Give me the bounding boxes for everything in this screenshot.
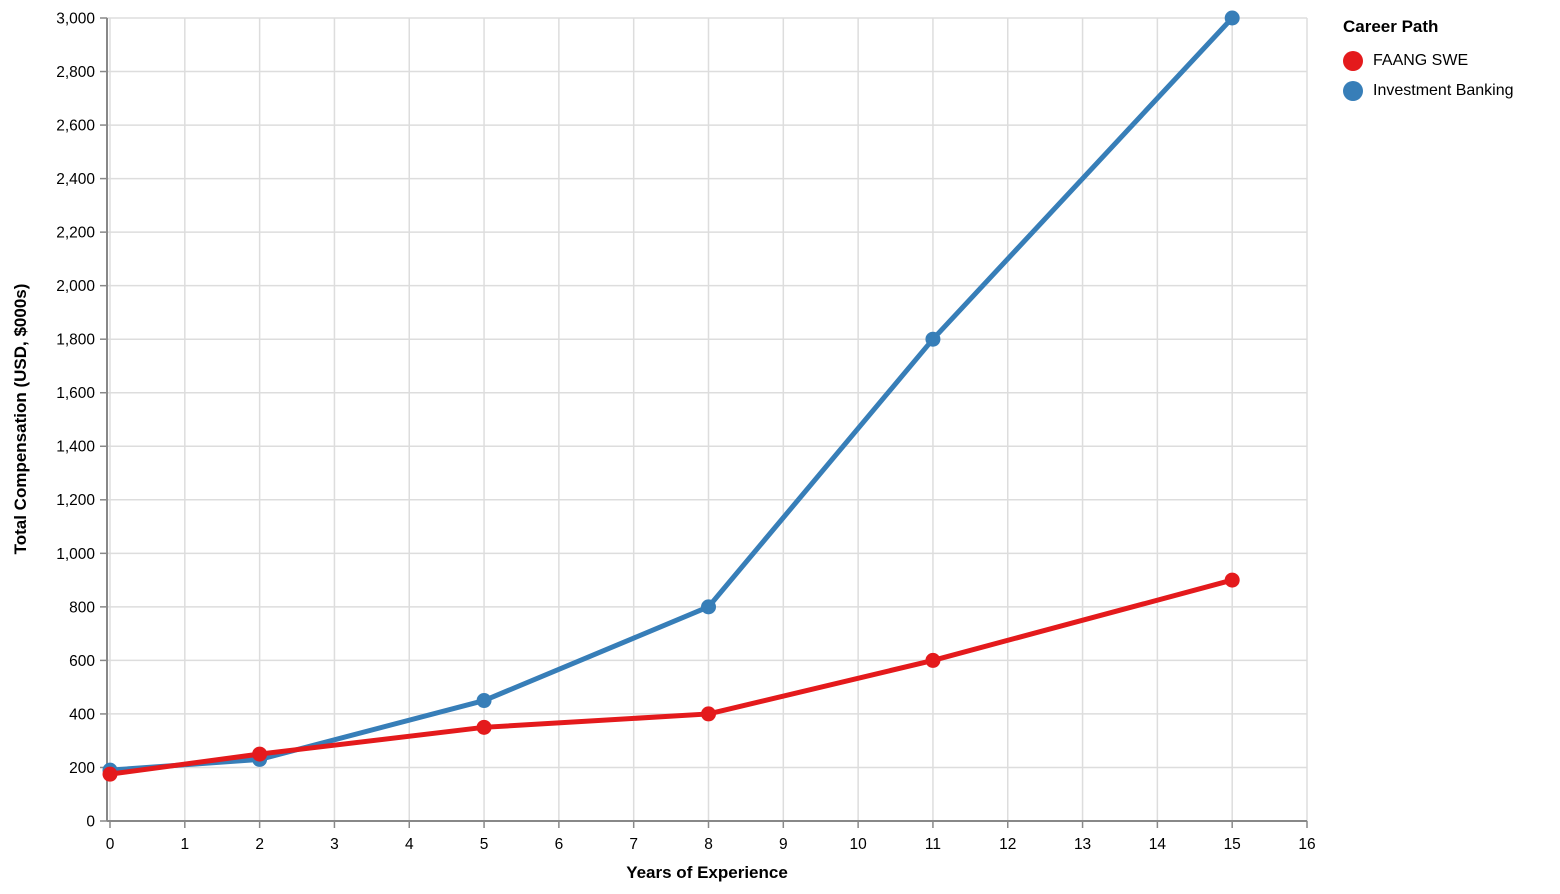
x-tick-label: 1 xyxy=(181,836,190,853)
legend-item: Investment Banking xyxy=(1343,76,1514,106)
x-tick-label: 12 xyxy=(999,836,1016,853)
data-point xyxy=(102,766,118,782)
series-line xyxy=(107,15,1235,773)
x-tick-label: 10 xyxy=(850,836,868,853)
line-chart: 0 200 400 600 800 1,000 1,200 1,400 1,600 1,800 2,… xyxy=(11,10,1316,882)
x-tick-label: 13 xyxy=(1074,836,1091,853)
y-tick-label: 2,200 xyxy=(56,225,95,242)
x-tick-label: 11 xyxy=(925,836,941,853)
x-tick-label: 2 xyxy=(255,836,264,853)
series-marker-icon xyxy=(1343,81,1363,101)
x-tick-label: 0 xyxy=(106,836,115,853)
legend-item-label: FAANG SWE xyxy=(1373,52,1469,69)
series-line xyxy=(107,577,1235,777)
x-tick-label: 5 xyxy=(480,836,489,853)
y-tick-label: 0 xyxy=(86,813,95,830)
grid-layer xyxy=(107,17,1308,822)
y-tick-label: 2,600 xyxy=(56,117,95,134)
x-tick-label: 9 xyxy=(779,836,788,853)
x-tick-label: 8 xyxy=(704,836,713,853)
x-tick-label: 15 xyxy=(1224,836,1241,853)
y-tick-label: 400 xyxy=(69,706,95,723)
y-tick-label: 800 xyxy=(69,599,95,616)
y-tick-label: 2,400 xyxy=(56,171,95,188)
y-tick-label: 1,200 xyxy=(56,492,95,509)
x-tick-label: 6 xyxy=(555,836,564,853)
x-axis-title: Years of Experience xyxy=(626,863,788,882)
data-point xyxy=(925,652,941,668)
x-tick-label: 14 xyxy=(1149,836,1167,853)
y-tick-label: 1,600 xyxy=(56,385,95,402)
legend-title: Career Path xyxy=(1343,17,1439,36)
x-tick-label: 16 xyxy=(1298,836,1315,853)
data-point xyxy=(1224,572,1240,588)
series-layer xyxy=(102,10,1240,782)
y-tick-label: 600 xyxy=(69,653,95,670)
y-axis-title: Total Compensation (USD, $000s) xyxy=(11,284,30,555)
y-tick-label: 200 xyxy=(69,760,95,777)
legend: Career Path FAANG SWE Investment Banking xyxy=(1343,17,1514,106)
y-tick-label: 1,000 xyxy=(56,546,95,563)
data-point xyxy=(476,719,492,735)
data-point xyxy=(476,693,492,709)
x-tick-label: 4 xyxy=(405,836,414,853)
y-tick-label: 2,000 xyxy=(56,278,95,295)
y-tick-label: 2,800 xyxy=(56,64,95,81)
y-tick-label: 3,000 xyxy=(56,10,95,27)
series-marker-icon xyxy=(1343,51,1363,71)
data-point xyxy=(701,706,716,722)
legend-item-label: Investment Banking xyxy=(1373,82,1514,99)
data-point xyxy=(252,746,268,762)
legend-item: FAANG SWE xyxy=(1343,46,1514,76)
x-tick-label: 3 xyxy=(330,836,339,853)
y-tick-label: 1,800 xyxy=(56,332,95,349)
data-point xyxy=(925,331,941,347)
data-point xyxy=(701,599,716,615)
axis-layer: 0 200 400 600 800 1,000 1,200 1,400 1,600 1,800 2,… xyxy=(56,10,1315,853)
y-tick-label: 1,400 xyxy=(56,439,95,456)
data-point xyxy=(1224,10,1240,26)
x-tick-label: 7 xyxy=(629,836,638,853)
